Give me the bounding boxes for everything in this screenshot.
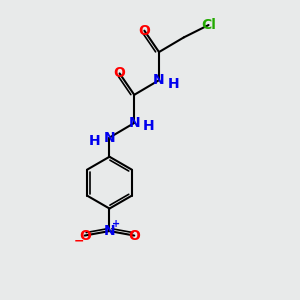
Text: H: H xyxy=(143,119,155,134)
Text: H: H xyxy=(89,134,100,148)
Text: +: + xyxy=(112,219,120,229)
Text: O: O xyxy=(128,229,140,243)
Text: N: N xyxy=(104,130,115,145)
Text: O: O xyxy=(138,24,150,38)
Text: H: H xyxy=(168,76,179,91)
Text: Cl: Cl xyxy=(201,18,216,32)
Text: O: O xyxy=(79,229,91,243)
Text: N: N xyxy=(104,224,115,238)
Text: −: − xyxy=(74,235,84,248)
Text: O: O xyxy=(114,66,125,80)
Text: N: N xyxy=(128,116,140,130)
Text: N: N xyxy=(153,73,165,87)
